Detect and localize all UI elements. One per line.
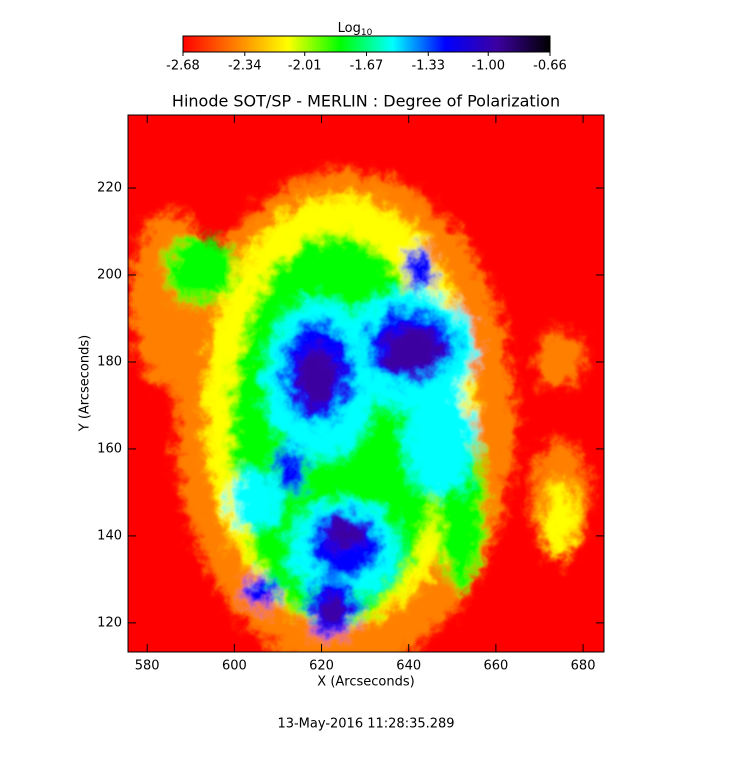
colorbar-label: Log10 — [338, 21, 373, 38]
y-tick-label: 180 — [97, 354, 122, 369]
colorbar-label-subscript: 10 — [361, 28, 373, 38]
map-features — [130, 170, 590, 652]
x-tick-label: 660 — [483, 659, 508, 674]
colorbar-tick-label: -1.33 — [411, 59, 445, 74]
map-region — [165, 235, 235, 305]
x-tick-label: 620 — [309, 659, 334, 674]
colorbar — [182, 35, 551, 53]
map-region — [230, 470, 280, 530]
map-region — [327, 521, 363, 549]
y-tick-label: 220 — [97, 181, 122, 196]
map-region — [320, 598, 344, 626]
x-tick-label: 680 — [571, 659, 596, 674]
y-tick-label: 120 — [97, 615, 122, 630]
colorbar-label-base: Log — [338, 21, 361, 36]
colorbar-tick-label: -2.01 — [288, 59, 322, 74]
y-tick-label: 160 — [97, 441, 122, 456]
x-axis-label: X (Arcseconds) — [317, 675, 414, 690]
map-region — [545, 480, 575, 560]
map-region — [276, 445, 304, 495]
map-region — [535, 330, 585, 390]
colorbar-tick-label: -0.66 — [533, 59, 567, 74]
colorbar-tick-label: -2.34 — [228, 59, 262, 74]
chart-title: Hinode SOT/SP - MERLIN : Degree of Polar… — [172, 92, 560, 111]
map-region — [406, 248, 434, 292]
x-tick-label: 600 — [222, 659, 247, 674]
colorbar-tick-label: -1.67 — [350, 59, 384, 74]
colorbar-tick-label: -2.68 — [166, 59, 200, 74]
y-axis-label: Y (Arcseconds) — [78, 335, 93, 432]
y-tick-label: 200 — [97, 268, 122, 283]
map-region — [296, 348, 340, 408]
x-tick-label: 640 — [396, 659, 421, 674]
map-region — [405, 385, 475, 495]
axes — [127, 114, 605, 653]
plot-frame — [127, 114, 605, 653]
map-region — [246, 576, 278, 608]
polarization-map — [128, 115, 604, 652]
map-region — [383, 328, 443, 372]
colorbar-tick-label: -1.00 — [471, 59, 505, 74]
x-tick-label: 580 — [135, 659, 160, 674]
timestamp: 13-May-2016 11:28:35.289 — [277, 717, 454, 732]
y-tick-label: 140 — [97, 528, 122, 543]
